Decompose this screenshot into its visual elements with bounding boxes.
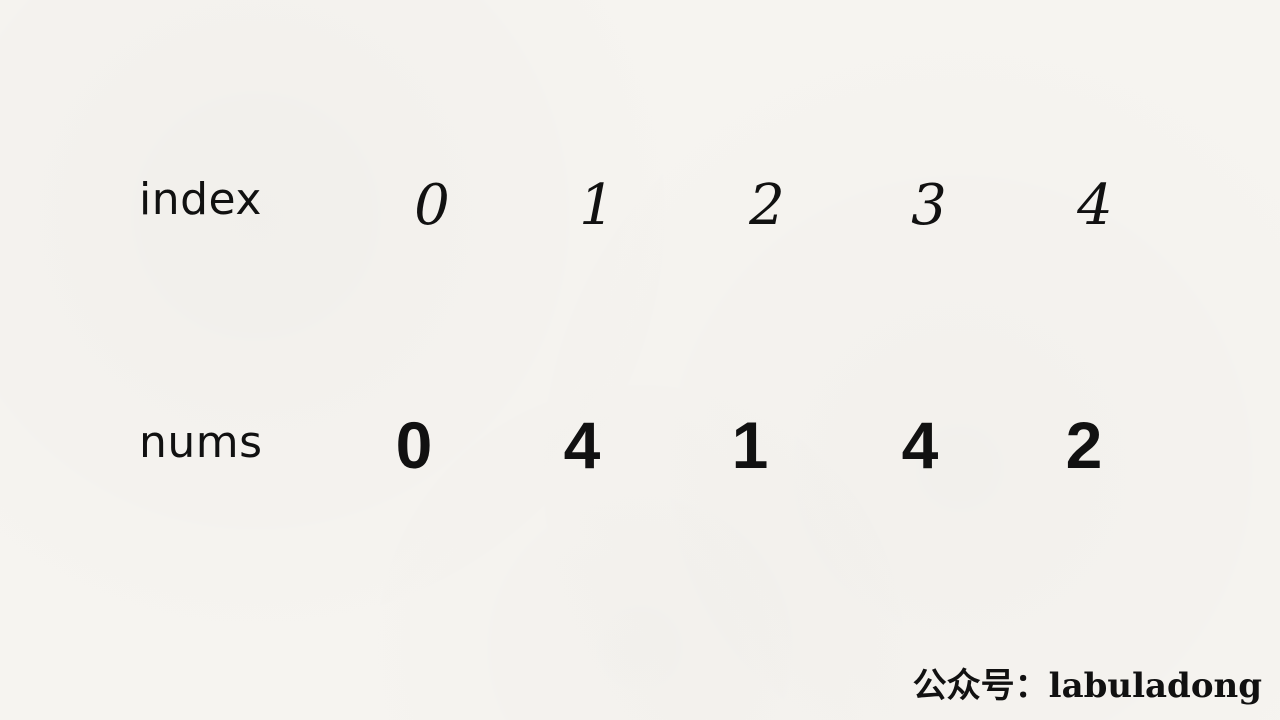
index-2: 2 <box>749 173 785 238</box>
index-3: 3 <box>911 173 947 238</box>
watermark: 公众号：labuladong <box>913 669 1262 704</box>
index-1: 1 <box>579 173 615 238</box>
nums-value-1: 4 <box>563 408 601 482</box>
index-4: 4 <box>1077 173 1113 238</box>
index-row-label: index <box>139 174 262 225</box>
nums-row-label: nums <box>139 417 263 468</box>
nums-value-3: 4 <box>901 408 939 482</box>
nums-value-2: 1 <box>731 408 769 482</box>
watermark-prefix: 公众号： <box>912 666 1049 706</box>
index-0: 0 <box>414 173 450 238</box>
nums-value-4: 2 <box>1065 408 1103 482</box>
watermark-name: labuladong <box>1048 666 1262 706</box>
nums-value-0: 0 <box>395 408 433 482</box>
